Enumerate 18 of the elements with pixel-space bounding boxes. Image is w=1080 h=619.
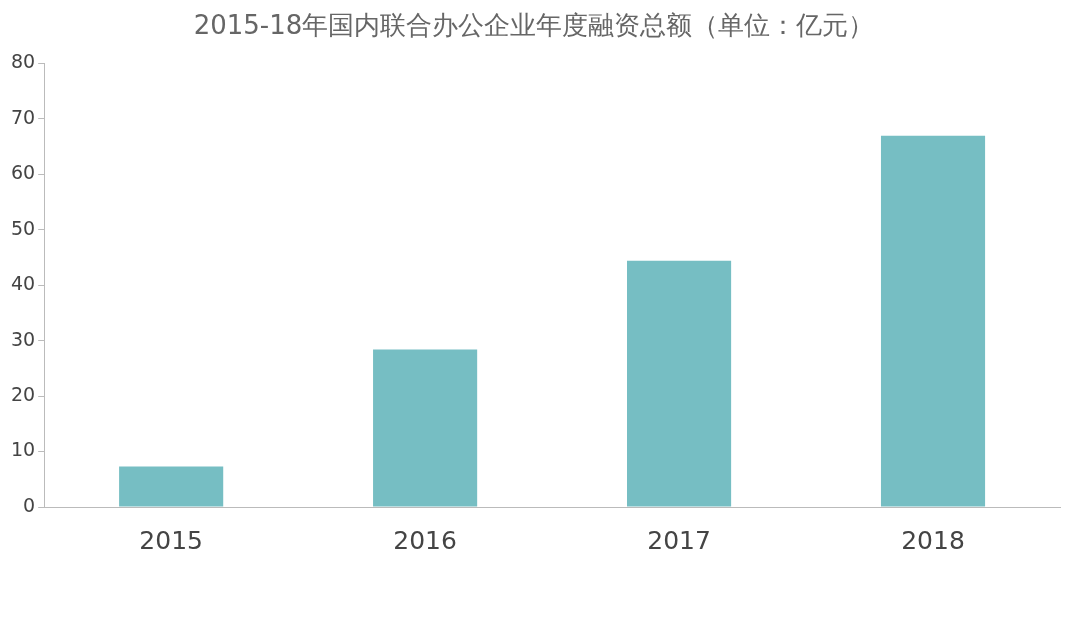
bar: [880, 135, 986, 507]
x-tick-label: 2015: [139, 525, 203, 555]
y-tick-label: 30: [10, 327, 36, 350]
y-tick-label: 20: [10, 382, 36, 405]
y-tick-label: 40: [10, 272, 36, 295]
x-tick-label: 2017: [647, 525, 711, 555]
y-tick-label: 60: [10, 161, 36, 184]
y-tick-label: 80: [10, 50, 36, 73]
x-tick-label: 2016: [393, 525, 457, 555]
chart-title: 2015-18年国内联合办公企业年度融资总额（单位：亿元）: [193, 10, 875, 41]
y-tick-label: 10: [10, 438, 36, 461]
y-tick-label: 0: [23, 493, 36, 516]
bar: [119, 466, 224, 507]
x-tick-label: 2018: [901, 525, 965, 555]
bar: [627, 260, 732, 507]
y-tick-label: 70: [10, 105, 36, 128]
bar: [373, 349, 478, 507]
y-tick-label: 50: [10, 216, 36, 239]
